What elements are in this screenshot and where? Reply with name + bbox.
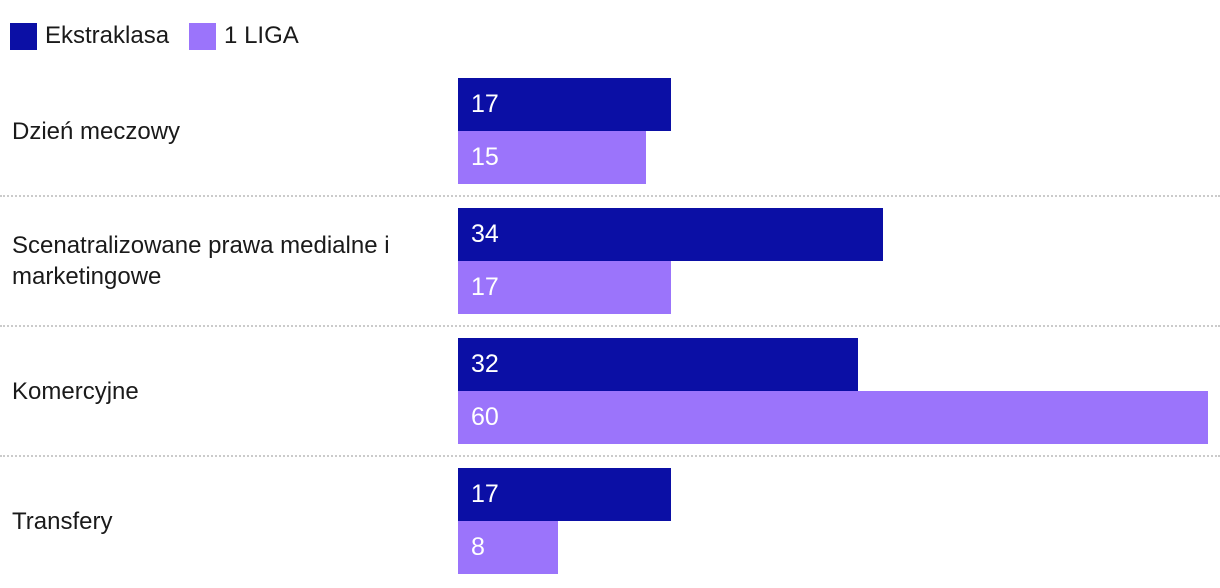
category-label: Transfery xyxy=(12,507,113,535)
category-label: Scenatralizowane prawa medialne i market… xyxy=(12,232,390,290)
bar-1-liga: 8 xyxy=(458,521,558,574)
bar-value-label: 32 xyxy=(471,350,499,378)
category-label: Dzień meczowy xyxy=(12,117,181,145)
bar-group: 17 15 xyxy=(458,78,1220,184)
bar-chart: Dzień meczowy 17 15 Scenatralizowane prawa … xyxy=(0,67,1220,585)
bar-1-liga: 17 xyxy=(458,261,671,314)
bar-ekstraklasa: 34 xyxy=(458,208,883,261)
bar-ekstraklasa: 32 xyxy=(458,338,858,391)
bar-value-label: 60 xyxy=(471,403,499,431)
bar-group: 17 8 xyxy=(458,468,1220,574)
bar-value-label: 17 xyxy=(471,273,499,301)
bar-value-label: 15 xyxy=(471,143,499,171)
bar-group: 34 17 xyxy=(458,208,1220,314)
bar-group: 32 60 xyxy=(458,338,1220,444)
chart-row: Transfery 17 8 xyxy=(0,455,1220,585)
bar-1-liga: 15 xyxy=(458,131,646,184)
legend-label-1liga: 1 LIGA xyxy=(224,22,299,49)
bar-ekstraklasa: 17 xyxy=(458,78,671,131)
bar-value-label: 17 xyxy=(471,480,499,508)
legend-swatch-ekstraklasa xyxy=(10,22,37,50)
bar-ekstraklasa: 17 xyxy=(458,468,671,521)
bar-value-label: 34 xyxy=(471,220,499,248)
legend: Ekstraklasa 1 LIGA xyxy=(10,22,1220,50)
category-label: Komercyjne xyxy=(12,377,139,405)
legend-label-ekstraklasa: Ekstraklasa xyxy=(45,22,170,49)
legend-swatch-1liga xyxy=(189,22,217,50)
bar-1-liga: 60 xyxy=(458,391,1208,444)
chart-row: Dzień meczowy 17 15 xyxy=(0,67,1220,195)
chart-row: Komercyjne 32 60 xyxy=(0,325,1220,455)
bar-value-label: 17 xyxy=(471,90,499,118)
bar-value-label: 8 xyxy=(471,533,485,561)
chart-row: Scenatralizowane prawa medialne i market… xyxy=(0,195,1220,325)
